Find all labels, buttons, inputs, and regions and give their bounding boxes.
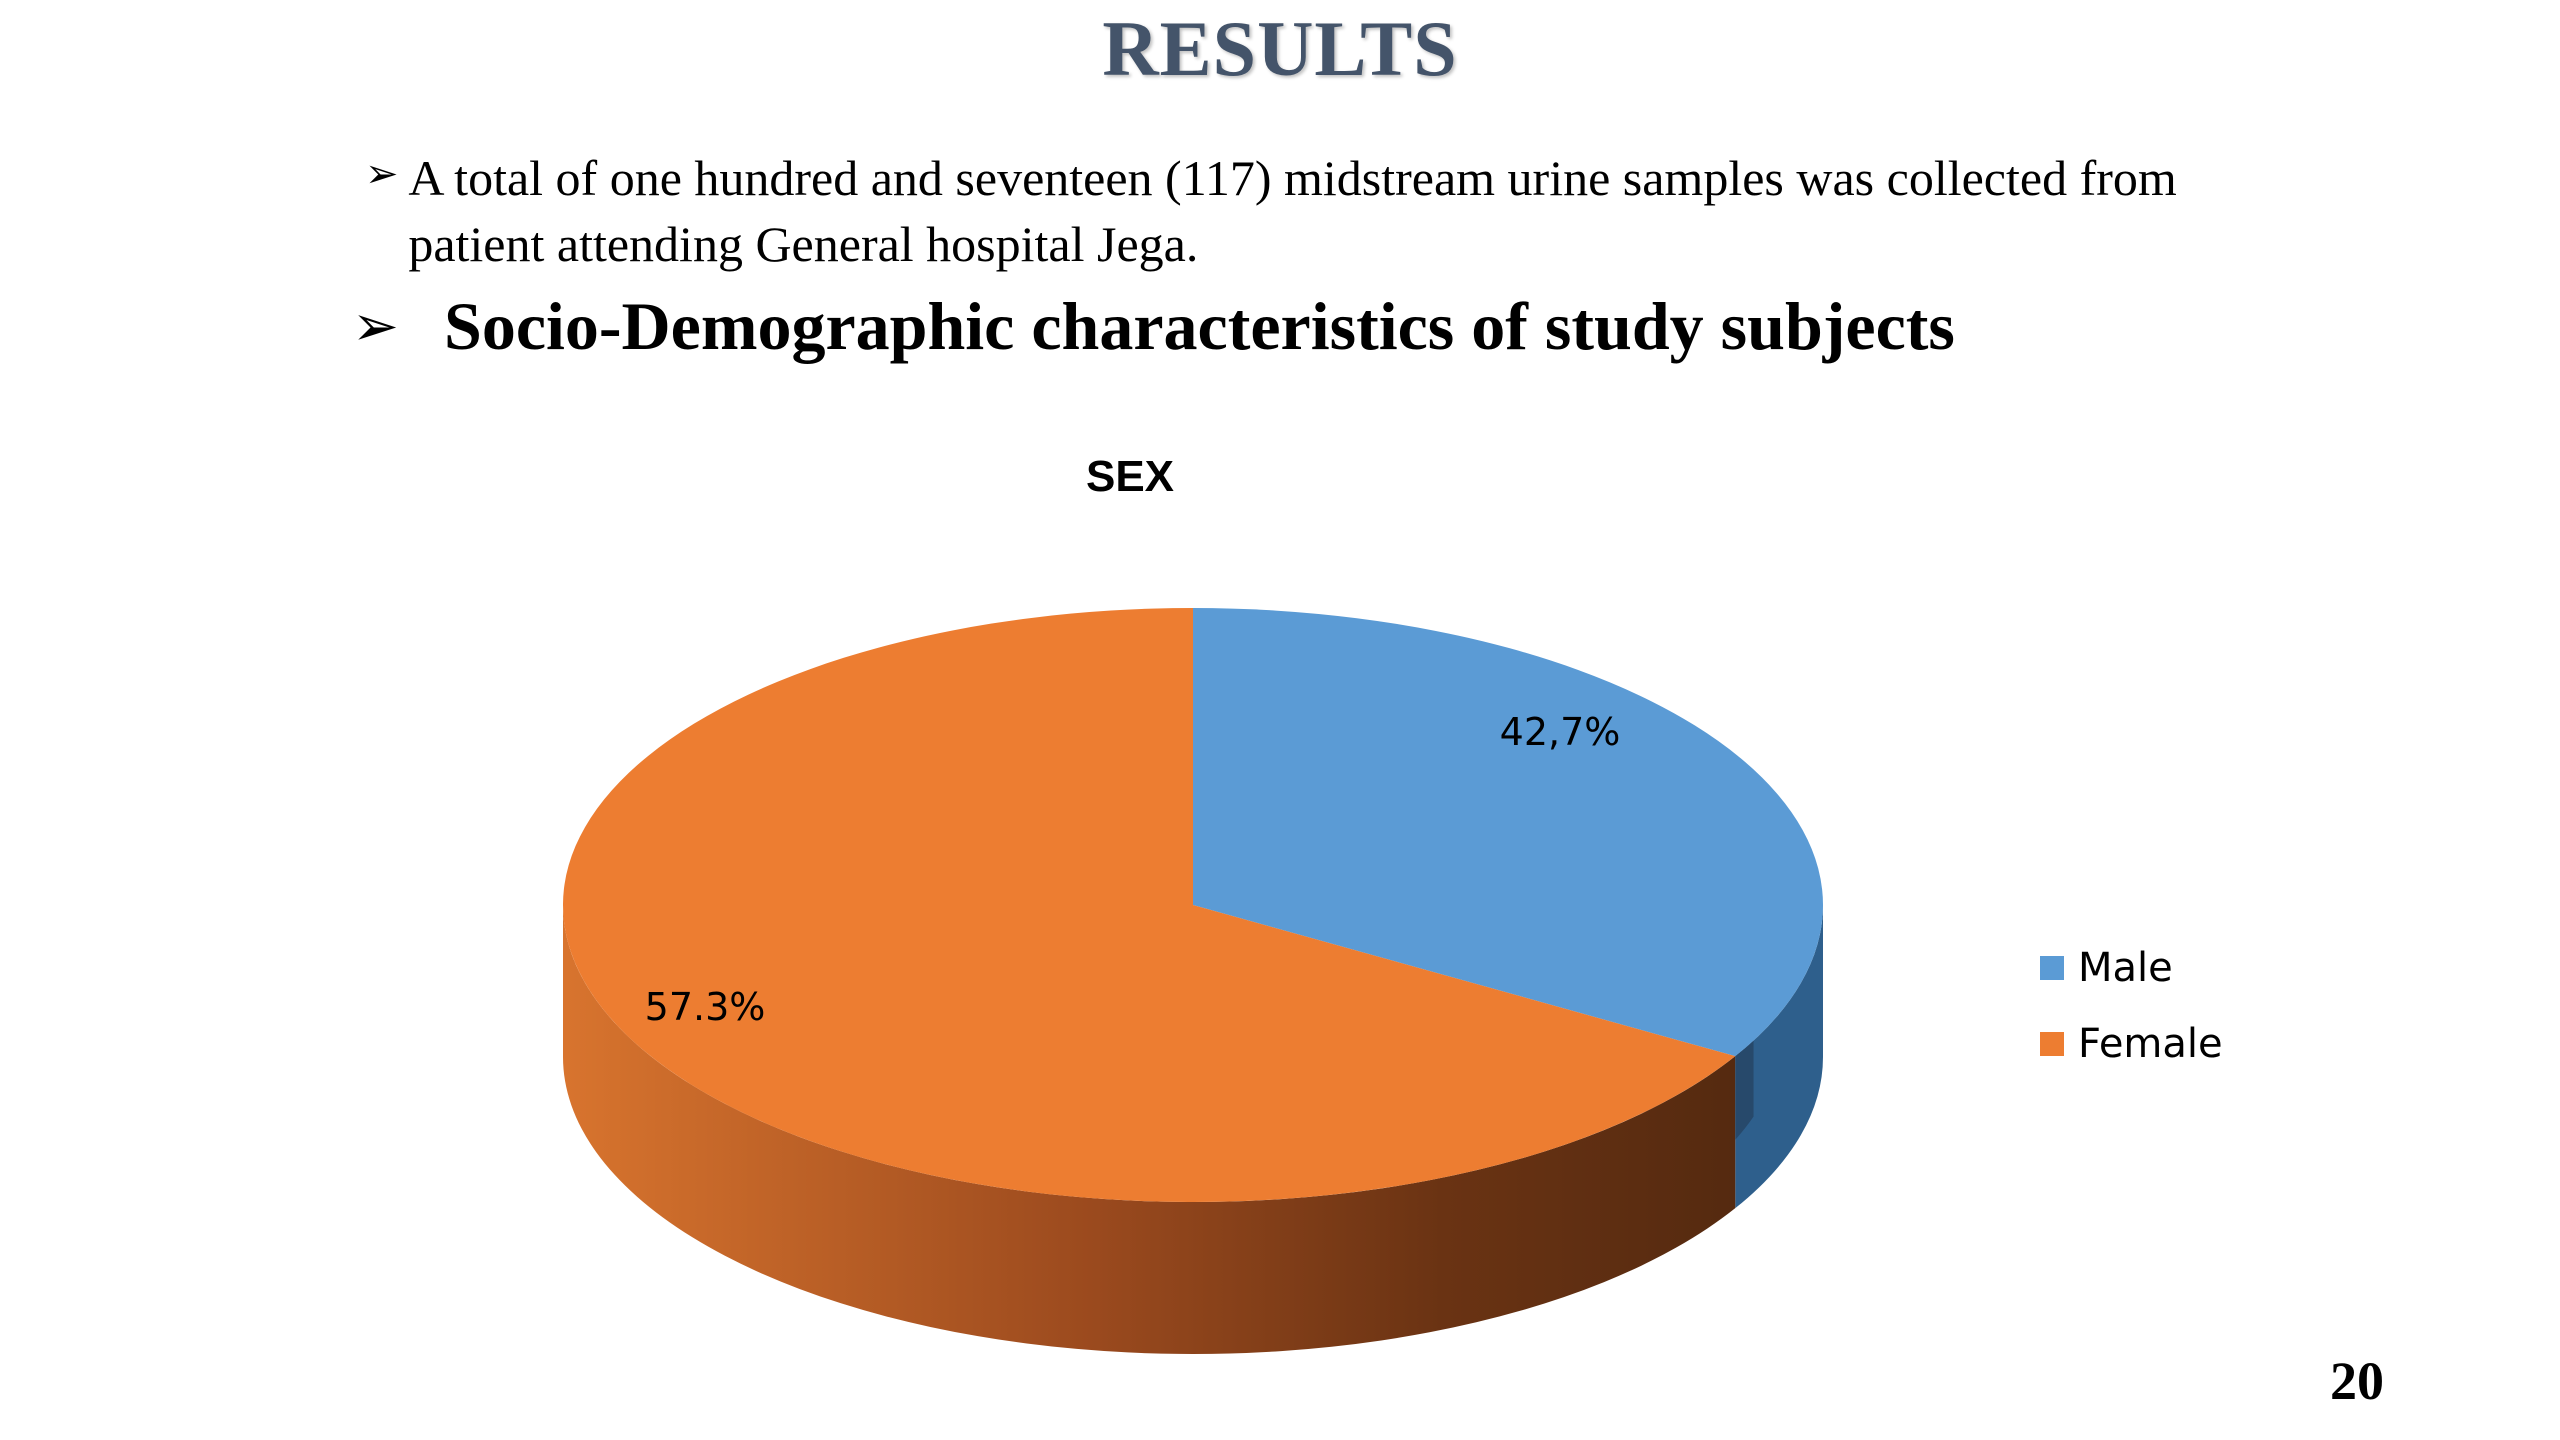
bullet-point-samples: ➢ A total of one hundred and seventeen (…	[365, 145, 2265, 277]
legend-swatch-male	[2040, 956, 2064, 980]
pie-slice-male	[1193, 608, 1823, 1057]
pie-side-male-edge	[1735, 1040, 1754, 1140]
page-number: 20	[2330, 1351, 2384, 1411]
legend: Male Female	[2040, 930, 2223, 1082]
pie-tops	[562, 608, 1823, 1203]
pie-slice-female	[562, 608, 1736, 1203]
chart-title: SEX	[1085, 452, 1175, 501]
pie-labels: 42,7% 57.3%	[645, 710, 1621, 1029]
pie-side-female	[563, 905, 1736, 1354]
data-label-male: 42,7%	[1500, 710, 1621, 754]
arrow-bullet-icon: ➢	[352, 294, 399, 359]
legend-item-male: Male	[2040, 930, 2223, 1006]
data-label-female: 57.3%	[645, 985, 766, 1029]
bullet-text-heading: Socio-Demographic characteristics of stu…	[444, 288, 1955, 364]
bullet-point-heading: ➢ Socio-Demographic characteristics of s…	[352, 286, 2302, 366]
pie-sides	[563, 905, 1823, 1354]
legend-label-male: Male	[2078, 945, 2173, 991]
arrow-bullet-icon: ➢	[365, 151, 399, 197]
legend-swatch-female	[2040, 1032, 2064, 1056]
pie-side-male	[1735, 905, 1823, 1209]
slide-title: RESULTS	[1102, 5, 1458, 92]
bullet-text-samples: A total of one hundred and seventeen (11…	[408, 150, 2177, 272]
legend-item-female: Female	[2040, 1006, 2223, 1082]
legend-label-female: Female	[2078, 1021, 2223, 1067]
